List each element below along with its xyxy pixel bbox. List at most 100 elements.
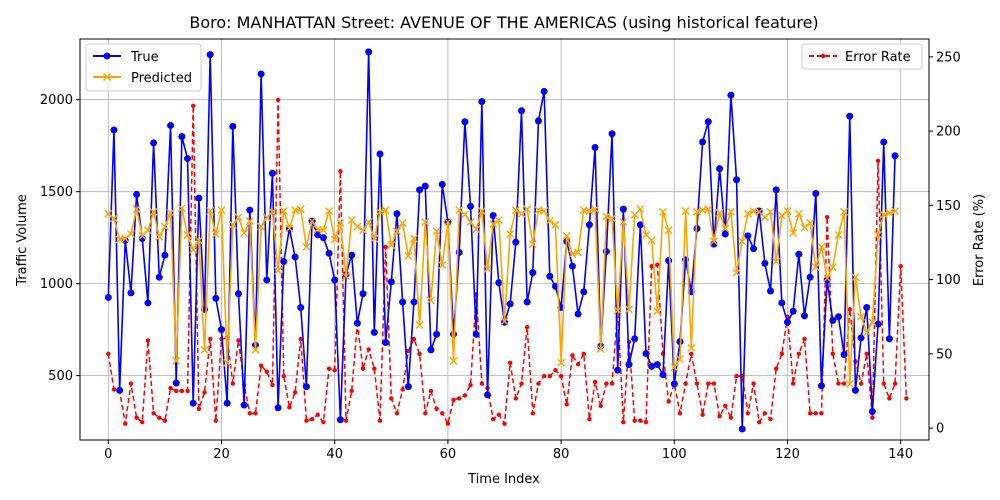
- true-data-point: [404, 383, 412, 391]
- error-rate-data-point: [762, 411, 768, 416]
- predicted-data-point: [557, 358, 566, 367]
- error-rate-data-point: [524, 324, 530, 330]
- y2-tick-label: 100: [936, 273, 961, 288]
- true-data-point: [608, 130, 616, 138]
- predicted-data-point: [319, 226, 328, 235]
- error-rate-data-point: [111, 387, 117, 392]
- predicted-data-point: [200, 345, 209, 354]
- true-data-point: [885, 335, 893, 343]
- true-data-point: [291, 253, 299, 261]
- true-data-point: [721, 230, 729, 238]
- error-rate-data-point: [145, 338, 151, 343]
- predicted-data-point: [800, 223, 809, 232]
- predicted-data-point: [421, 218, 430, 227]
- true-data-point: [387, 278, 395, 286]
- predicted-data-point: [308, 217, 317, 226]
- error-rate-data-point: [841, 381, 847, 386]
- predicted-data-point: [494, 216, 503, 225]
- true-data-point: [297, 304, 305, 312]
- true-data-point: [642, 350, 650, 358]
- error-rate-data-point: [711, 381, 717, 386]
- true-data-point: [302, 383, 310, 391]
- x-axis: 0 20 40 60 80 100 120 140: [104, 440, 913, 462]
- predicted-data-point: [619, 218, 628, 227]
- true-data-point: [602, 247, 610, 255]
- y-axis-left-title: Traffic Volume: [15, 194, 30, 287]
- true-data-point: [648, 362, 656, 370]
- true-data-point: [874, 320, 882, 328]
- error-rate-data-point: [315, 412, 320, 417]
- error-rate-data-point: [417, 351, 422, 357]
- error-rate-data-point: [128, 381, 134, 386]
- x-tick-label: 60: [440, 447, 457, 462]
- error-rate-data-point: [275, 97, 281, 103]
- true-data-point: [399, 298, 407, 306]
- predicted-data-point: [608, 214, 617, 223]
- error-rate-data-point: [892, 381, 898, 386]
- true-data-point: [427, 346, 435, 354]
- x-tick-label: 140: [888, 447, 913, 462]
- true-data-point: [834, 313, 842, 321]
- true-data-point: [104, 293, 112, 301]
- legend-true-marker: [103, 52, 111, 60]
- true-data-point: [184, 155, 192, 163]
- true-data-point: [846, 112, 854, 120]
- true-data-point: [829, 316, 837, 324]
- error-rate-data-point: [394, 411, 400, 416]
- predicted-data-point: [392, 227, 401, 236]
- predicted-data-point: [851, 273, 860, 282]
- true-data-point: [353, 319, 361, 327]
- y-tick-label: 1500: [40, 185, 73, 200]
- error-rate-data-point: [468, 382, 473, 388]
- error-rate-data-point: [830, 351, 835, 357]
- predicted-data-point: [460, 210, 469, 219]
- predicted-data-point: [228, 220, 237, 229]
- predicted-data-point: [109, 214, 118, 223]
- predicted-data-point: [466, 218, 475, 227]
- true-data-point: [280, 258, 288, 266]
- true-data-point: [636, 221, 644, 229]
- true-data-point: [268, 169, 276, 177]
- legend-right: Error Rate: [801, 43, 923, 70]
- true-data-point: [331, 276, 339, 284]
- error-rate-data-point: [807, 411, 813, 416]
- error-rate-data-point: [174, 388, 179, 394]
- predicted-data-point: [257, 222, 266, 231]
- true-data-point: [314, 231, 322, 239]
- predicted-data-point: [347, 216, 356, 225]
- true-data-point: [178, 132, 186, 140]
- predicted-data-point: [602, 212, 611, 221]
- true-data-point: [534, 117, 542, 125]
- predicted-data-point: [121, 234, 130, 243]
- error-rate-data-point: [502, 421, 507, 426]
- predicted-data-point: [511, 206, 520, 215]
- error-rate-data-point: [717, 414, 722, 419]
- y2-tick-label: 50: [936, 347, 953, 362]
- predicted-data-point: [166, 208, 175, 217]
- predicted-data-point: [245, 217, 254, 226]
- error-rate-data-point: [632, 418, 637, 423]
- error-rate-data-point: [847, 307, 852, 312]
- error-rate-data-point: [728, 415, 734, 420]
- true-data-point: [800, 312, 808, 320]
- true-data-point: [489, 212, 497, 220]
- predicted-data-point: [194, 236, 203, 245]
- predicted-data-point: [823, 274, 832, 283]
- error-rate-data-point: [457, 396, 462, 401]
- predicted-data-point: [381, 206, 390, 215]
- error-rate-data-point: [287, 405, 292, 410]
- error-rate-data-point: [609, 381, 615, 386]
- predicted-data-point: [811, 263, 820, 272]
- predicted-data-point: [692, 207, 701, 216]
- true-data-point: [229, 122, 237, 130]
- predicted-data-point: [845, 379, 854, 388]
- predicted-data-point: [868, 318, 877, 327]
- true-data-point: [438, 180, 446, 188]
- y2-tick-label: 200: [936, 125, 961, 140]
- error-rate-data-point: [836, 381, 841, 386]
- true-data-point: [127, 289, 135, 297]
- predicted-data-point: [568, 250, 577, 259]
- error-rate-data-point: [349, 388, 354, 394]
- error-rate-data-point: [558, 373, 564, 379]
- true-data-point: [359, 290, 367, 298]
